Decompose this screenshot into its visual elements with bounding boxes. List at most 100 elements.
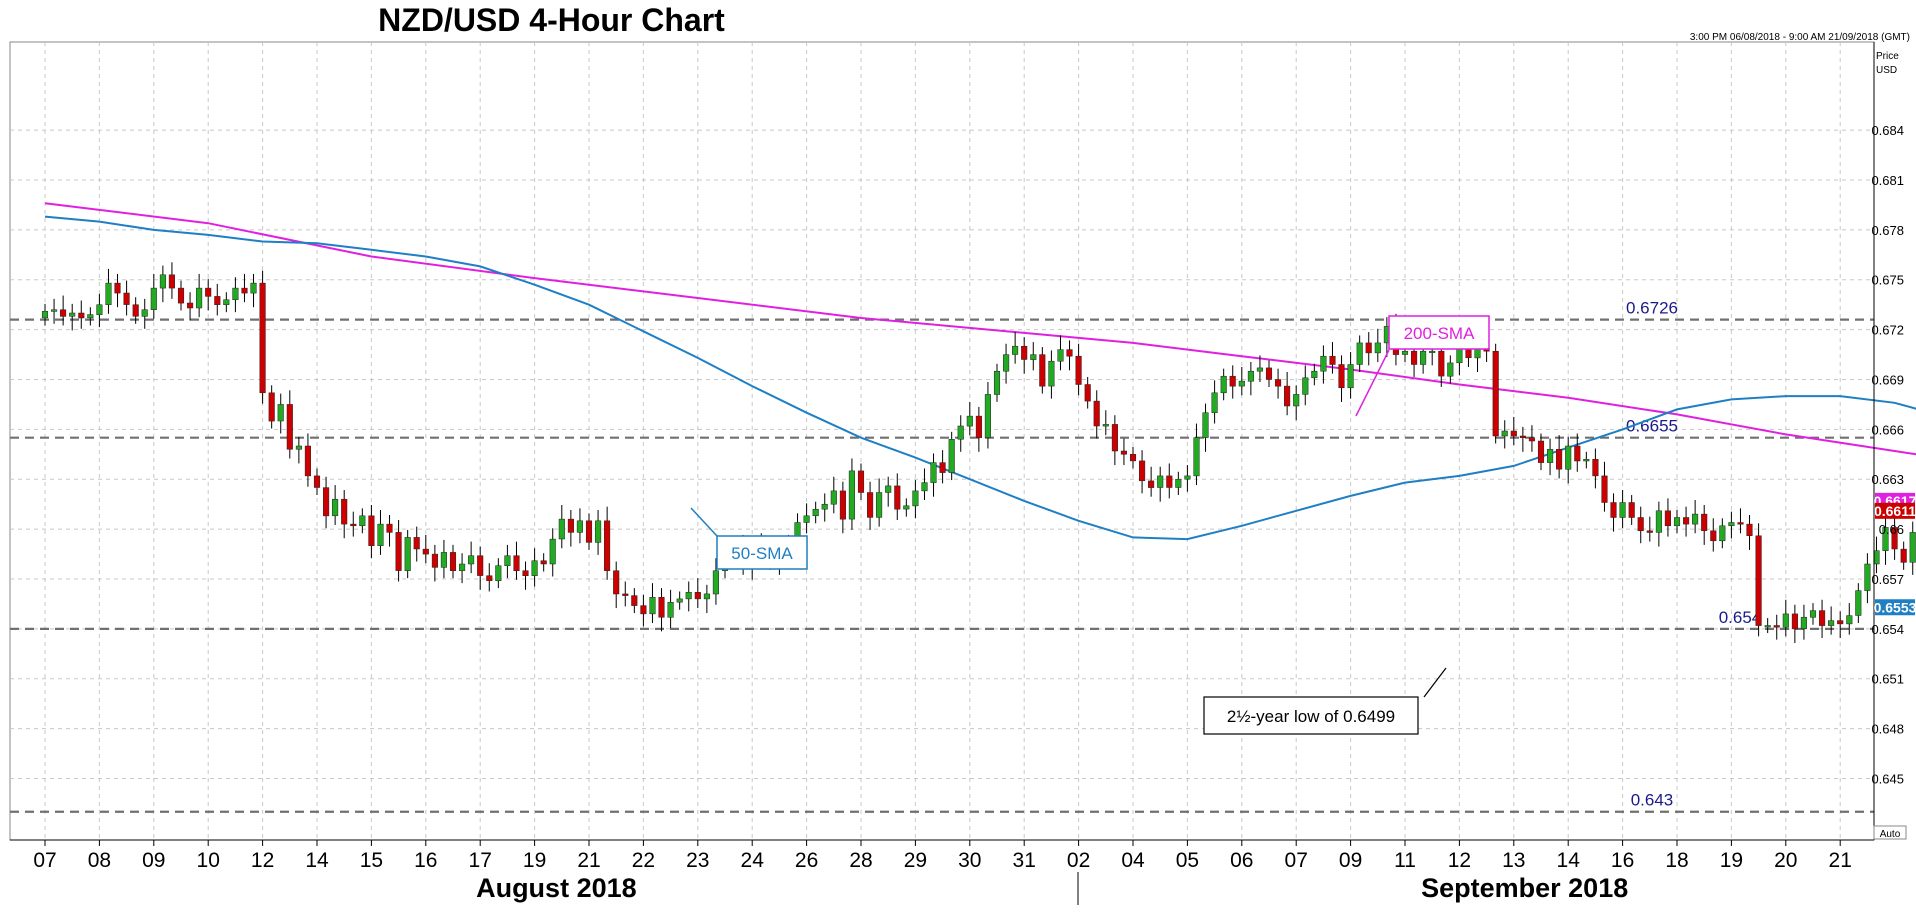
candle-body	[1519, 435, 1526, 438]
candle-body	[1592, 459, 1599, 477]
candle-body	[694, 592, 701, 600]
candle-body	[69, 312, 76, 317]
candle-body	[1129, 454, 1137, 462]
candle-body	[1374, 342, 1381, 354]
candle-body	[1102, 424, 1109, 427]
x-tick-label: 05	[1176, 849, 1199, 872]
candle-body	[1864, 563, 1871, 591]
candle-body	[1619, 502, 1626, 518]
candle-body	[1565, 445, 1572, 470]
x-tick-label: 14	[305, 849, 329, 872]
candle-body	[812, 508, 819, 517]
x-tick-label: 19	[523, 849, 546, 872]
candle-body	[1846, 615, 1853, 625]
candle-body	[1338, 364, 1345, 389]
candle-body	[1873, 550, 1880, 565]
candle-body	[413, 537, 420, 550]
candle-body	[1528, 437, 1535, 442]
candle-body	[667, 602, 674, 618]
currency-label: USD	[1876, 65, 1898, 76]
auto-button	[1873, 825, 1907, 840]
candle-body	[540, 560, 547, 565]
candle-body	[939, 462, 946, 473]
candle-body	[404, 537, 411, 571]
candle-body	[477, 555, 484, 576]
candle-body	[1220, 375, 1227, 394]
candle-body	[313, 475, 321, 488]
y-tick-label: 0.66	[1879, 522, 1904, 537]
candle-body	[1782, 613, 1789, 628]
candle-body	[1057, 349, 1064, 362]
x-tick-label: 22	[632, 849, 655, 872]
candle-body	[1900, 548, 1907, 563]
y-tick-label: 0.672	[1871, 323, 1904, 338]
x-tick-label: 14	[1557, 849, 1581, 872]
candle-body	[585, 520, 593, 543]
candle-body	[658, 597, 665, 618]
candle-body	[712, 570, 719, 595]
candle-body	[1837, 620, 1844, 625]
x-tick-label: 09	[1339, 849, 1362, 872]
candle-body	[1202, 412, 1209, 438]
candle-body	[1229, 375, 1236, 387]
candle-body	[830, 490, 837, 505]
candle-body	[604, 520, 611, 571]
candle-body	[894, 485, 901, 510]
level-label: 0.654	[1719, 608, 1762, 627]
candle-body	[1030, 354, 1037, 360]
candle-body	[1093, 400, 1100, 427]
candle-body	[921, 482, 928, 492]
y-tick-label: 0.651	[1871, 672, 1904, 687]
candle-body	[1492, 350, 1499, 437]
candle-body	[78, 312, 85, 319]
sma50-callout-box	[716, 535, 808, 570]
candle-body	[60, 309, 67, 317]
y-tick-label: 0.654	[1871, 622, 1904, 637]
annotations: 200-SMA 50-SMA 2½-year low of 0.6499	[690, 315, 1490, 735]
x-tick-label: 24	[741, 849, 765, 872]
candle-body	[123, 292, 130, 305]
candle-body	[803, 515, 810, 523]
candle-body	[422, 548, 429, 555]
candle-body	[1501, 430, 1508, 437]
candle-body	[1746, 523, 1753, 536]
candle-body	[132, 304, 139, 317]
candle-body	[277, 404, 284, 422]
candle-body	[1882, 527, 1889, 551]
candle-body	[1157, 475, 1164, 488]
candle-body	[241, 287, 248, 294]
candle-body	[821, 503, 828, 510]
sma200-callout-pointer	[1355, 349, 1390, 417]
candle-body	[1275, 379, 1282, 387]
price-tag	[1875, 502, 1915, 519]
candle-body	[558, 518, 565, 540]
candle-body	[685, 592, 692, 600]
moving-averages	[44, 202, 1916, 541]
axes: 0.6840.6810.6780.6750.6720.6690.6660.663…	[10, 42, 1916, 905]
x-tick-label: 20	[1774, 849, 1797, 872]
candle-body	[839, 490, 846, 520]
candle-body	[377, 523, 384, 546]
candle-body	[250, 282, 257, 294]
x-tick-label: 09	[142, 849, 165, 872]
candle-body	[259, 282, 266, 394]
candle-body	[1664, 510, 1671, 527]
candle-body	[286, 404, 293, 450]
candle-body	[223, 299, 230, 305]
x-tick-label: 19	[1720, 849, 1743, 872]
candle-body	[1311, 370, 1318, 379]
candle-body	[196, 287, 203, 309]
sma50-line	[44, 215, 1916, 541]
auto-label: Auto	[1880, 829, 1901, 840]
x-tick-label: 07	[33, 849, 56, 872]
price-tag-label: 0.6553	[1874, 599, 1916, 615]
level-label: 0.6655	[1626, 417, 1678, 436]
candle-body	[1184, 475, 1191, 480]
candle-body	[1547, 449, 1554, 463]
candle-body	[205, 287, 212, 297]
candle-body	[848, 470, 855, 520]
x-tick-label: 08	[88, 849, 111, 872]
y-tick-label: 0.681	[1871, 173, 1904, 188]
candle-body	[1003, 354, 1010, 372]
sma50-callout-pointer	[690, 507, 718, 537]
